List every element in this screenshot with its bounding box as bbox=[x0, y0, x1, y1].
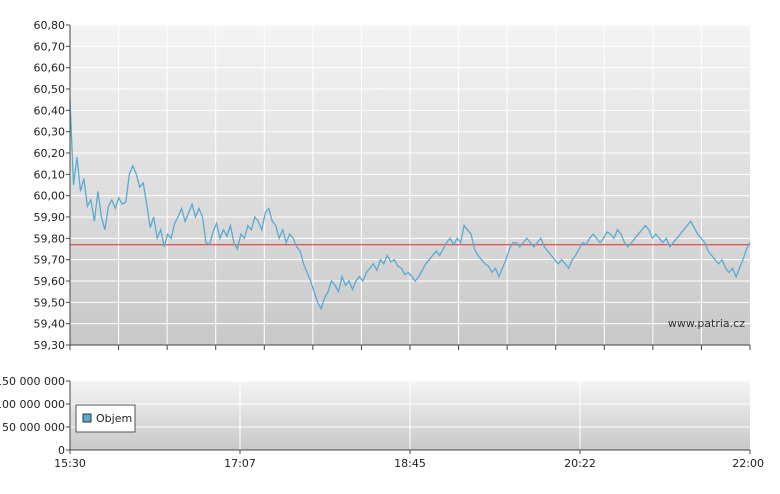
price-y-tick-label: 60,80 bbox=[34, 19, 66, 32]
legend: Objem bbox=[75, 404, 136, 433]
volume-y-tick-label: 50 000 000 bbox=[2, 421, 65, 434]
x-tick-label: 17:07 bbox=[224, 457, 256, 470]
x-tick-label: 18:45 bbox=[394, 457, 426, 470]
x-tick-label: 15:30 bbox=[54, 457, 86, 470]
x-tick-label: 20:22 bbox=[564, 457, 596, 470]
price-y-tick-label: 59,70 bbox=[34, 254, 66, 267]
price-x-ticks bbox=[69, 345, 751, 350]
volume-x-axis: 15:30 17:07 18:45 20:22 22:00 bbox=[54, 450, 764, 470]
price-y-tick-label: 59,40 bbox=[34, 318, 66, 331]
price-y-tick-label: 60,60 bbox=[34, 62, 66, 75]
price-y-tick-label: 59,80 bbox=[34, 232, 66, 245]
price-panel: 59,30 59,40 59,50 59,60 59,70 59,80 59,90 60,00… bbox=[34, 19, 751, 352]
legend-swatch bbox=[82, 413, 92, 423]
price-series-line bbox=[69, 99, 751, 311]
price-y-tick-label: 59,50 bbox=[34, 296, 66, 309]
legend-label: Objem bbox=[96, 412, 132, 425]
price-y-tick-label: 60,40 bbox=[34, 104, 66, 117]
volume-y-axis: 0 50 000 000 100 000 000 150 000 000 bbox=[0, 375, 70, 457]
price-y-tick-label: 59,90 bbox=[34, 211, 66, 224]
price-y-tick-label: 60,70 bbox=[34, 40, 66, 53]
price-y-tick-label: 60,50 bbox=[34, 83, 66, 96]
volume-y-tick-label: 150 000 000 bbox=[0, 375, 65, 388]
price-y-axis: 59,30 59,40 59,50 59,60 59,70 59,80 59,90 60,00… bbox=[34, 19, 70, 352]
price-y-tick-label: 59,60 bbox=[34, 275, 66, 288]
price-y-tick-label: 60,10 bbox=[34, 168, 66, 181]
price-y-tick-label: 60,30 bbox=[34, 126, 66, 139]
price-y-tick-label: 60,20 bbox=[34, 147, 66, 160]
price-y-tick-label: 60,00 bbox=[34, 190, 66, 203]
volume-y-tick-label: 100 000 000 bbox=[0, 398, 65, 411]
volume-y-tick-label: 0 bbox=[58, 444, 65, 457]
price-grid bbox=[70, 24, 750, 345]
volume-grid bbox=[70, 380, 750, 450]
watermark: www.patria.cz bbox=[668, 317, 745, 330]
price-y-tick-label: 59,30 bbox=[34, 339, 66, 352]
x-tick-label: 22:00 bbox=[732, 457, 764, 470]
